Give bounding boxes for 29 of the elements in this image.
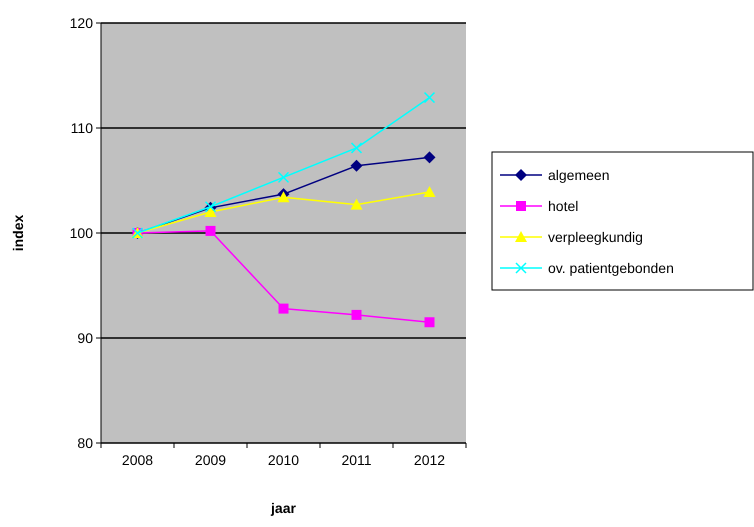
point xyxy=(352,310,362,320)
x-tick-label: 2009 xyxy=(194,452,226,468)
x-axis-title: jaar xyxy=(270,500,296,516)
point xyxy=(350,142,362,154)
point xyxy=(278,172,290,184)
y-tick-label: 120 xyxy=(70,14,94,31)
y-tick-label: 90 xyxy=(77,330,94,346)
point xyxy=(424,186,436,198)
y-tick-label: 110 xyxy=(70,120,94,136)
x-tick-label: 2011 xyxy=(341,452,372,468)
legend-label: algemeen xyxy=(548,166,610,183)
point xyxy=(278,191,290,202)
x-tick-label: 2008 xyxy=(122,452,154,468)
x-tick-label: 2010 xyxy=(268,452,300,468)
legend-label: hotel xyxy=(548,198,578,214)
y-axis-title: index xyxy=(10,214,26,252)
point xyxy=(350,160,362,172)
legend-label: ov. patientgebonden xyxy=(548,260,674,276)
x-tick-label: 2012 xyxy=(414,452,446,468)
y-tick-label: 80 xyxy=(77,434,94,451)
point xyxy=(278,304,288,314)
point xyxy=(424,317,434,328)
legend-label: verpleegkundig xyxy=(548,228,643,245)
point xyxy=(204,206,216,217)
point xyxy=(424,92,436,104)
point xyxy=(350,198,362,210)
point xyxy=(206,226,216,236)
y-tick-label: 100 xyxy=(70,224,94,241)
point xyxy=(424,151,436,164)
